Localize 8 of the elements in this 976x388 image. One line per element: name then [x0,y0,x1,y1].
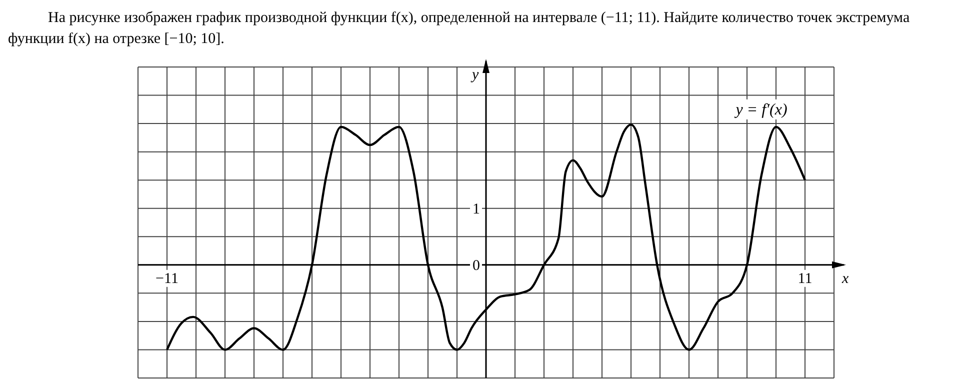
annotation: y = f′(x) [734,101,788,118]
x-tick-label: −11 [156,270,178,287]
x-tick-label: 11 [798,270,812,287]
x-axis-title: x [841,270,849,287]
y-tick-label: 0 [472,258,480,274]
y-axis-title: y [470,67,479,83]
chart-title: На рисунке изображен график производной функции f(x), определенной на интервале (−11; 11). Найдите количество точек экстремума функции f(x) на отрезке [−10; 10]. [8,9,911,49]
y-tick-label: 1 [472,201,480,218]
